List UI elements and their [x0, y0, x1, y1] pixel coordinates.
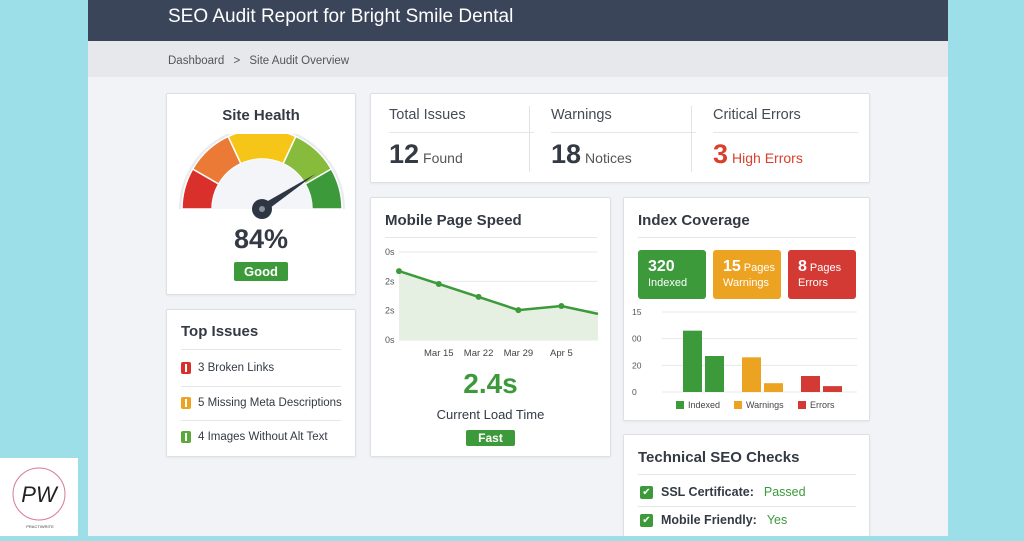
bar — [764, 383, 783, 392]
logo-mark: PW PRACTIWRITE — [12, 467, 66, 529]
technical-seo-card: Technical SEO Checks ✔ SSL Certificate: Pa… — [623, 434, 870, 536]
y-tick-label: 0 — [632, 387, 637, 397]
checkbox-checked-icon: ✔ — [640, 485, 653, 499]
load-time-caption: Current Load Time — [436, 407, 545, 422]
legend-label: Errors — [810, 400, 835, 410]
site-health-card: Site Health 84% Good — [166, 93, 356, 295]
check-mobile-friendly: ✔ Mobile Friendly: Yes — [640, 513, 787, 527]
bar — [683, 330, 702, 392]
bar — [801, 376, 820, 392]
index-coverage-card: Index Coverage 320 Indexed 15 Pages Warning… — [623, 197, 870, 421]
y-tick-label: 15 — [632, 307, 642, 317]
gauge-needle — [259, 173, 316, 213]
issue-item[interactable]: 3 Broken Links — [181, 362, 274, 374]
y-tick-label: 20 — [632, 360, 642, 370]
speed-status-badge: Fast — [466, 430, 515, 446]
health-percent: 84% — [233, 224, 289, 254]
line-series — [398, 269, 599, 316]
x-tick-label: Mar 29 — [504, 348, 534, 359]
x-tick-label: Apr 5 — [550, 348, 573, 359]
y-tick-label: 2s — [385, 276, 395, 286]
breadcrumb-separator: > — [233, 55, 241, 67]
top-issues-card: Top Issues 3 Broken Links 5 Missing Meta… — [166, 309, 356, 457]
warning-icon — [181, 397, 191, 409]
data-point — [558, 302, 565, 309]
gauge-inner — [212, 159, 312, 209]
tile-indexed[interactable]: 320 Indexed — [638, 250, 706, 299]
svg-text:PRACTIWRITE: PRACTIWRITE — [26, 524, 54, 529]
health-gauge — [179, 134, 345, 219]
data-point — [475, 293, 482, 300]
header: SEO Audit Report for Bright Smile Dental — [88, 0, 948, 41]
breadcrumb-dashboard[interactable]: Dashboard — [168, 55, 225, 67]
site-health-title: Site Health — [222, 107, 300, 124]
legend-swatch — [798, 401, 806, 409]
technical-seo-title: Technical SEO Checks — [638, 449, 800, 466]
tile-warnings[interactable]: 15 Pages Warnings — [713, 250, 781, 299]
speed-line-chart: 0s 2s 2s 0s Mar 15 Mar 22 Mar 29 Apr 5 — [385, 247, 599, 359]
app-window: SEO Audit Report for Bright Smile Dental… — [88, 0, 948, 536]
gauge-hub-center — [259, 206, 265, 212]
y-tick-label: 0s — [385, 247, 395, 257]
tile-errors[interactable]: 8 Pages Errors — [788, 250, 856, 299]
breadcrumb: Dashboard > Site Audit Overview — [88, 41, 948, 77]
data-point — [435, 280, 442, 287]
x-tick-label: Mar 22 — [464, 348, 494, 359]
legend-swatch — [734, 401, 742, 409]
legend-swatch — [676, 401, 684, 409]
data-point — [515, 307, 522, 314]
issue-item[interactable]: 5 Missing Meta Descriptions — [181, 397, 342, 409]
legend-label: Warnings — [746, 400, 784, 410]
y-tick-label: 2s — [385, 306, 395, 316]
bar — [823, 386, 842, 392]
stats-card: Total Issues 12 Found Warnings 18 Notices Cr… — [370, 93, 870, 183]
health-status-badge: Good — [234, 262, 288, 281]
check-ssl: ✔ SSL Certificate: Passed — [640, 485, 806, 499]
info-icon — [181, 431, 191, 443]
page-title: SEO Audit Report for Bright Smile Dental — [168, 6, 514, 27]
bar — [742, 357, 761, 392]
index-coverage-title: Index Coverage — [638, 212, 750, 229]
data-point — [396, 268, 402, 275]
y-tick-label: 00 — [632, 334, 642, 344]
load-time-value: 2.4s — [463, 368, 518, 399]
y-tick-label: 0s — [385, 335, 395, 345]
issue-item[interactable]: 4 Images Without Alt Text — [181, 431, 328, 443]
mobile-speed-card: Mobile Page Speed 0s 2s 2s 0s Mar 15 Mar 22 Ma… — [370, 197, 611, 457]
mobile-speed-title: Mobile Page Speed — [385, 212, 522, 229]
x-tick-label: Mar 15 — [424, 348, 454, 359]
top-issues-title: Top Issues — [181, 323, 259, 340]
breadcrumb-current: Site Audit Overview — [249, 55, 350, 67]
legend-label: Indexed — [688, 400, 720, 410]
bar — [705, 356, 724, 392]
svg-text:PW: PW — [21, 482, 59, 507]
index-bar-chart: 0 20 00 15 Indexed Warnings Errors — [632, 307, 857, 410]
practiwrite-logo: PW PRACTIWRITE — [0, 458, 78, 536]
error-icon — [181, 362, 191, 374]
checkbox-checked-icon: ✔ — [640, 513, 653, 527]
